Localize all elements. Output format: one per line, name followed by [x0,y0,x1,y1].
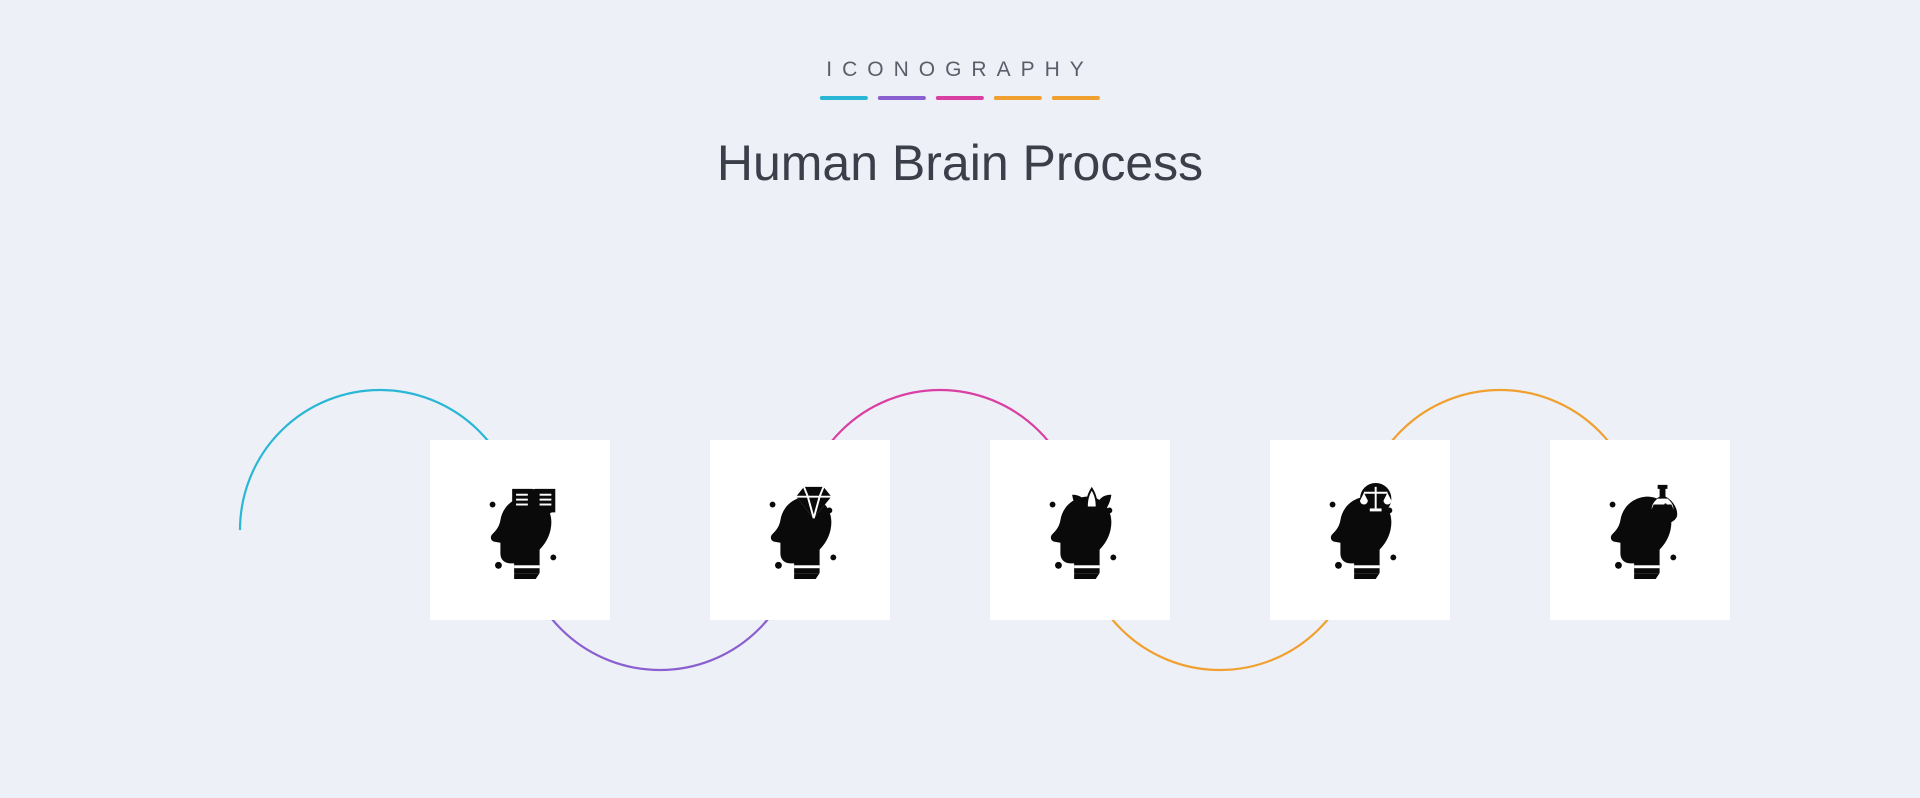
underline-seg-5 [1052,96,1100,100]
head-lotus-icon [1031,481,1129,579]
iconography-label: ICONOGRAPHY [717,58,1203,82]
icon-card-5 [1550,440,1730,620]
underline-seg-2 [878,96,926,100]
head-scale-icon [1311,481,1409,579]
icon-card-2 [710,440,890,620]
head-flask-icon [1591,481,1689,579]
collection-title: Human Brain Process [717,134,1203,192]
underline-row [717,96,1203,100]
underline-seg-3 [936,96,984,100]
stage [0,260,1920,798]
head-diamond-icon [751,481,849,579]
header: ICONOGRAPHY Human Brain Process [717,58,1203,192]
icon-card-4 [1270,440,1450,620]
icon-card-1 [430,440,610,620]
icon-card-3 [990,440,1170,620]
underline-seg-1 [820,96,868,100]
head-book-icon [471,481,569,579]
underline-seg-4 [994,96,1042,100]
